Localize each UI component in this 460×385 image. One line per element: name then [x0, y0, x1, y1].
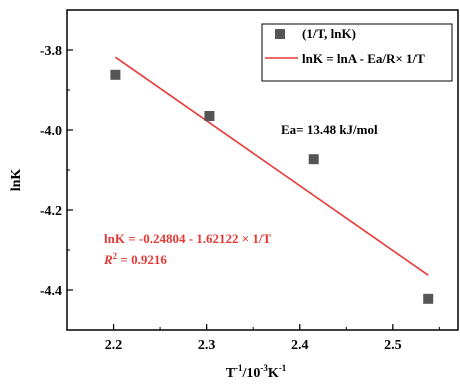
r-squared: R2 = 0.9216 — [103, 251, 167, 267]
y-tick-label: -4.2 — [40, 204, 62, 219]
x-axis-title-exp2: -3 — [260, 363, 268, 373]
x-axis-title-tail: K — [268, 366, 279, 381]
x-axis-title-base: T — [226, 366, 236, 381]
axes: 2.2 2.3 2.4 2.5 -3.8 -4.0 -4.2 -4.4 — [40, 9, 459, 353]
legend-box — [261, 23, 453, 82]
x-tick-label: 2.5 — [384, 338, 402, 353]
y-tick-label: -4.4 — [40, 284, 62, 299]
x-axis-title-mid: /10 — [242, 366, 261, 381]
fit-line — [114, 56, 429, 276]
data-point — [110, 69, 121, 80]
r-squared-symbol: R — [103, 252, 113, 267]
x-tick-label: 2.2 — [105, 338, 123, 353]
data-point — [308, 154, 319, 165]
r-squared-value: = 0.9216 — [117, 252, 167, 267]
x-tick-label: 2.4 — [291, 338, 309, 353]
fit-equation: lnK = -0.24804 - 1.62122 × 1/T — [104, 231, 272, 246]
data-point — [423, 293, 434, 304]
x-axis-title-exp3: -1 — [279, 363, 287, 373]
data-point — [204, 111, 215, 121]
x-axis-title: T-1/10-3K-1 — [226, 363, 287, 381]
y-tick-label: -4.0 — [40, 124, 62, 139]
legend: (1/T, lnK) lnK = lnA - Ea/R× 1/T — [261, 23, 453, 82]
r-squared-exponent: 2 — [113, 251, 118, 261]
ea-annotation: Ea= 13.48 kJ/mol — [281, 122, 378, 137]
legend-marker-scatter — [275, 29, 285, 39]
x-axis-title-exp1: -1 — [235, 363, 243, 373]
y-axis-title: lnK — [9, 169, 24, 192]
legend-label-line: lnK = lnA - Ea/R× 1/T — [302, 51, 425, 66]
plot-area — [110, 56, 434, 304]
y-tick-label: -3.8 — [40, 44, 62, 59]
x-tick-label: 2.3 — [198, 338, 216, 353]
legend-label-scatter: (1/T, lnK) — [302, 26, 356, 41]
